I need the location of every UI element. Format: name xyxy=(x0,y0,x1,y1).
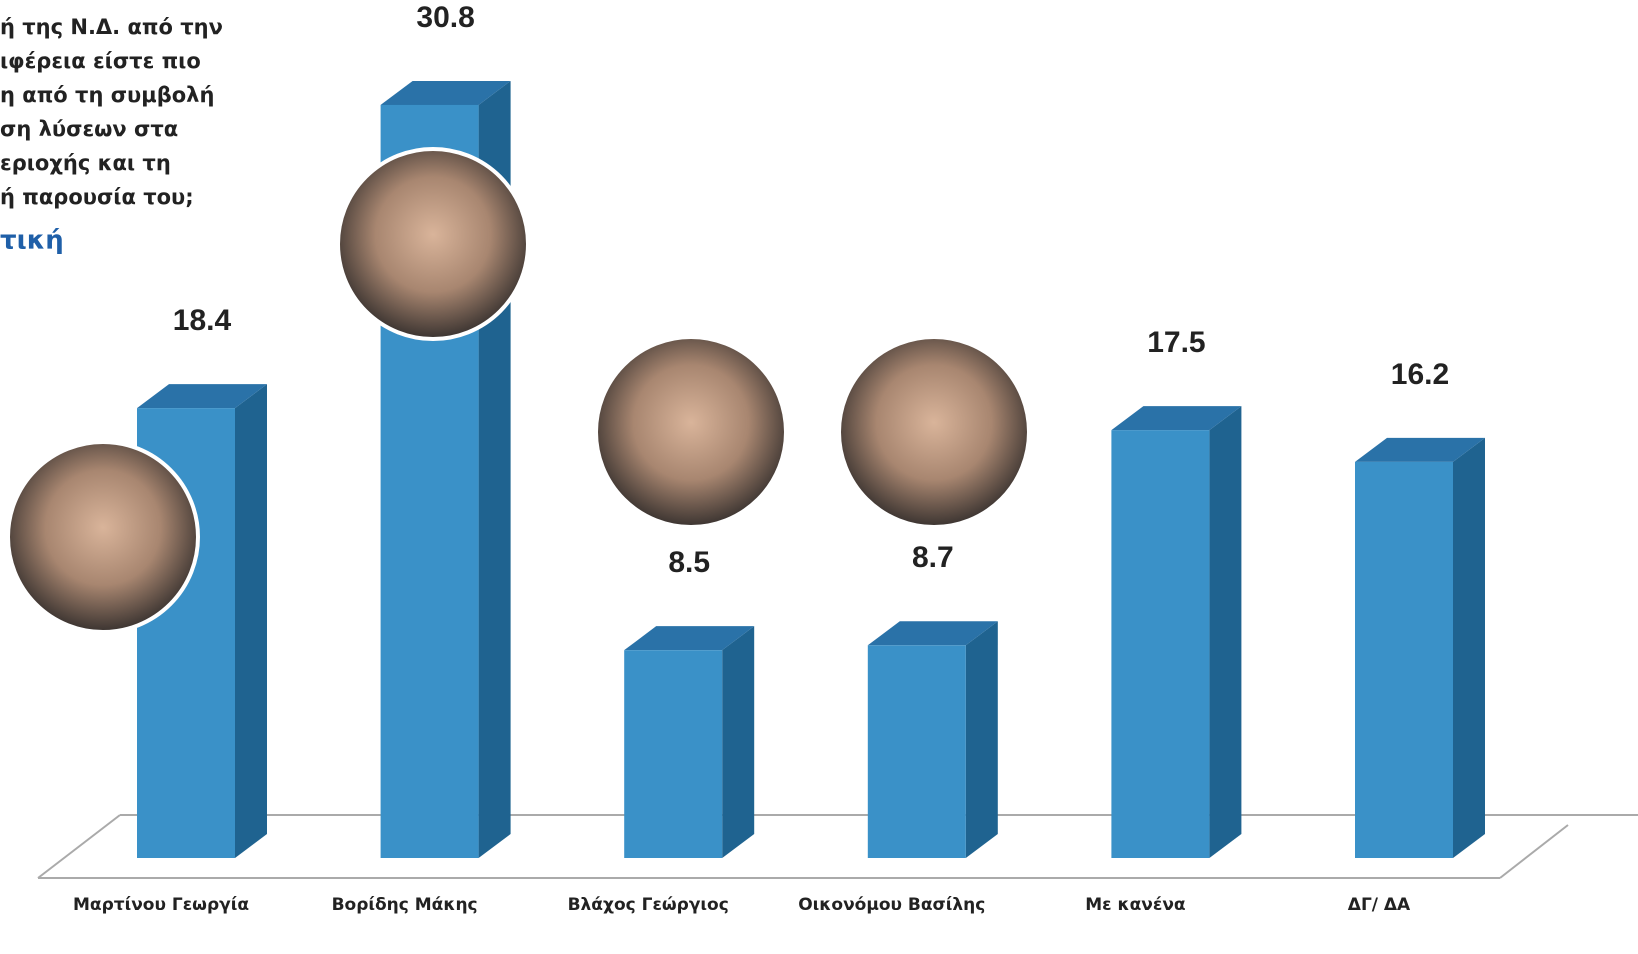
title-line: ή της Ν.Δ. από την xyxy=(0,15,223,39)
value-label: 8.7 xyxy=(912,541,954,574)
bar-side xyxy=(1453,437,1485,858)
subtitle: τική xyxy=(0,226,64,256)
category-label: Με κανένα xyxy=(1085,895,1185,915)
photo xyxy=(837,335,1031,529)
bar xyxy=(137,384,267,858)
bar-front xyxy=(867,645,966,858)
bar xyxy=(1111,406,1242,858)
category-label: Βορίδης Μάκης xyxy=(332,895,478,915)
bar-side xyxy=(1209,406,1242,858)
photo xyxy=(594,335,788,529)
bar-top xyxy=(624,626,755,651)
bar-side xyxy=(965,621,998,858)
title-line: ή παρουσία του; xyxy=(0,185,194,209)
title-line: εριοχής και τη xyxy=(0,151,171,175)
bar-side xyxy=(722,626,755,858)
bars xyxy=(137,80,1485,858)
value-label: 16.2 xyxy=(1391,358,1449,391)
category-label: Μαρτίνου Γεωργία xyxy=(73,895,249,915)
bar-top xyxy=(137,384,267,409)
photos xyxy=(6,147,1031,634)
title-line: ιφέρεια είστε πιο xyxy=(0,49,201,73)
value-label: 18.4 xyxy=(173,304,232,337)
bar xyxy=(867,621,998,858)
bar xyxy=(1355,437,1485,858)
bar-top xyxy=(1111,406,1242,431)
bar-top xyxy=(380,80,511,105)
labels: ή της Ν.Δ. από την ιφέρεια είστε πιο η από… xyxy=(0,1,1449,915)
title-line: η από τη συμβολή xyxy=(0,83,214,107)
title-line: ση λύσεων στα xyxy=(0,117,178,141)
bar xyxy=(624,626,755,858)
bar-top xyxy=(1355,437,1485,462)
value-label: 17.5 xyxy=(1147,326,1205,359)
bar-front xyxy=(1355,461,1453,858)
value-label: 30.8 xyxy=(416,1,474,34)
bar-side xyxy=(235,384,267,858)
bar-top xyxy=(867,621,998,646)
photo xyxy=(336,147,530,341)
value-label: 8.5 xyxy=(668,546,710,579)
bar-front xyxy=(1111,430,1210,858)
category-label: ΔΓ/ ΔΑ xyxy=(1348,895,1411,915)
category-label: Βλάχος Γεώργιος xyxy=(568,895,729,915)
photo xyxy=(6,440,200,634)
category-label: Οικονόμου Βασίλης xyxy=(798,895,985,915)
bar-front xyxy=(624,650,723,858)
